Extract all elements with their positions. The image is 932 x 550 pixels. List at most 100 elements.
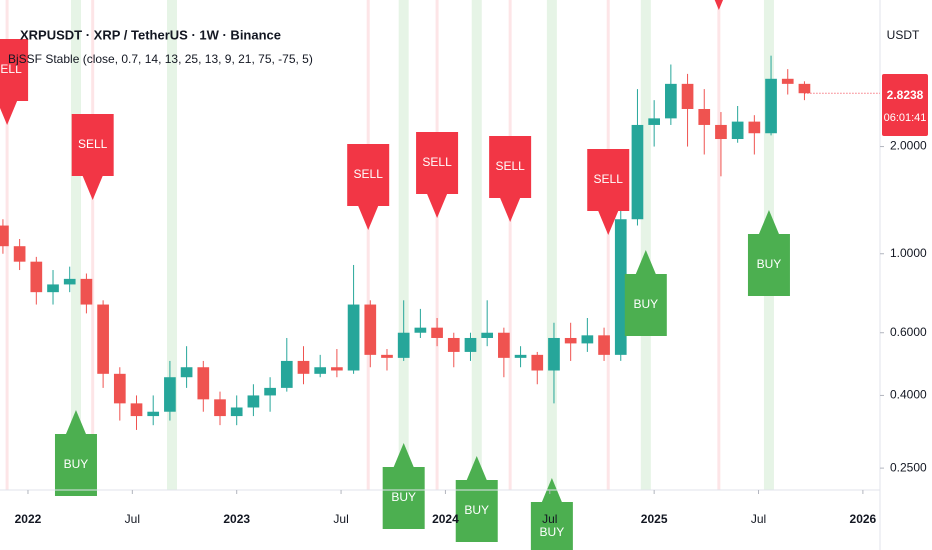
candle-body [364, 304, 377, 355]
sell-signal: SELL [0, 39, 29, 125]
signal-label: BUY [757, 257, 782, 271]
x-tick-label: 2025 [641, 512, 668, 526]
sell-signal: SELL [714, 0, 724, 10]
candle-body [715, 124, 727, 140]
sell-signal: SELL [347, 144, 390, 230]
signal-label: SELL [0, 62, 22, 76]
axes: 0.2500 0.4000 0.6000 1.0000 2.0000 2022 Jul 202… [15, 92, 927, 526]
y-tick-label: 0.2500 [890, 460, 927, 474]
signal-shape [347, 144, 390, 230]
signal-shape [0, 39, 29, 125]
signal-shape [530, 478, 573, 550]
signal-label: BUY [633, 297, 658, 311]
signal-shape [382, 443, 425, 529]
candle-body [164, 377, 176, 412]
buy-band [546, 0, 557, 490]
x-tick-label: 2023 [223, 512, 250, 526]
candle-body [531, 354, 544, 371]
candle-body [431, 327, 443, 338]
candle-body [631, 124, 644, 220]
buy-signal: BUY [747, 210, 790, 296]
x-tick-label: Jul [333, 512, 348, 526]
candle-body [147, 411, 160, 417]
candle-body [230, 407, 243, 417]
signal-label: SELL [495, 159, 525, 173]
candle-body [397, 332, 410, 358]
candle-body [247, 395, 260, 408]
candle-body [548, 337, 560, 371]
candle-body [598, 335, 610, 355]
candle-body [698, 108, 711, 125]
candle-body [614, 219, 627, 355]
candle-body [13, 246, 26, 262]
signal-shape [714, 0, 724, 10]
buy-band [471, 0, 482, 490]
candle-body [665, 83, 677, 119]
candle-body [514, 354, 527, 358]
x-tick-label: 2026 [850, 512, 877, 526]
chart-title: XRPUSDT · XRP / TetherUS · 1W · Binance [20, 27, 281, 42]
y-tick-label: 0.6000 [890, 325, 927, 339]
signal-shape [71, 114, 114, 200]
signal-label: BUY [540, 525, 565, 539]
candle-body [347, 304, 360, 371]
candle-body [97, 304, 109, 374]
candle-body [648, 118, 660, 125]
sell-signal: SELL [587, 149, 630, 235]
sell-signal: SELL [71, 114, 114, 200]
candle-body [481, 332, 494, 338]
buy-signal: BUY [530, 478, 573, 550]
signal-label: BUY [391, 490, 416, 504]
x-tick-label: 2024 [432, 512, 459, 526]
signal-label: SELL [422, 155, 452, 169]
sell-signal: SELL [416, 132, 459, 218]
y-tick-label: 1.0000 [890, 246, 927, 260]
x-tick-label: Jul [751, 512, 766, 526]
currency-label: USDT [887, 28, 920, 42]
candle-body [30, 261, 43, 293]
countdown: 06:01:41 [884, 112, 927, 124]
signal-label: SELL [354, 167, 384, 181]
signal-label: SELL [78, 137, 108, 151]
candle-body [80, 278, 93, 305]
signal-label: BUY [464, 503, 489, 517]
candle-body [180, 367, 193, 378]
candle-body [280, 360, 293, 388]
candles [0, 55, 811, 430]
candle-body [113, 373, 126, 404]
buy-signal: BUY [382, 443, 425, 529]
candle-body [498, 332, 510, 358]
signal-label: BUY [64, 457, 89, 471]
sell-band [366, 0, 370, 490]
signal-label: SELL [594, 172, 624, 186]
y-tick-label: 0.4000 [890, 388, 927, 402]
signal-shape [54, 410, 97, 496]
candle-body [331, 367, 343, 371]
buy-band [166, 0, 177, 490]
candle-body [564, 337, 577, 344]
buy-band [398, 0, 409, 490]
signal-shape [455, 456, 498, 542]
sell-band [606, 0, 610, 490]
candle-body [63, 278, 76, 285]
candle-body [130, 403, 143, 417]
candle-body [581, 335, 594, 344]
signal-shape [624, 250, 667, 336]
candle-body [781, 78, 794, 84]
candle-body [47, 284, 59, 293]
last-price-label: 2.8238 [887, 88, 924, 102]
candle-body [447, 337, 460, 352]
candle-body [414, 327, 427, 333]
signal-shape [416, 132, 459, 218]
candle-body [264, 387, 276, 396]
candle-body [731, 121, 744, 140]
buy-band [640, 0, 651, 490]
candle-body [798, 83, 811, 94]
buy-band [70, 0, 81, 490]
buy-signal: BUY [624, 250, 667, 336]
signal-shape [489, 136, 532, 222]
sell-signal: SELL [489, 136, 532, 222]
x-tick-label: 2022 [15, 512, 42, 526]
